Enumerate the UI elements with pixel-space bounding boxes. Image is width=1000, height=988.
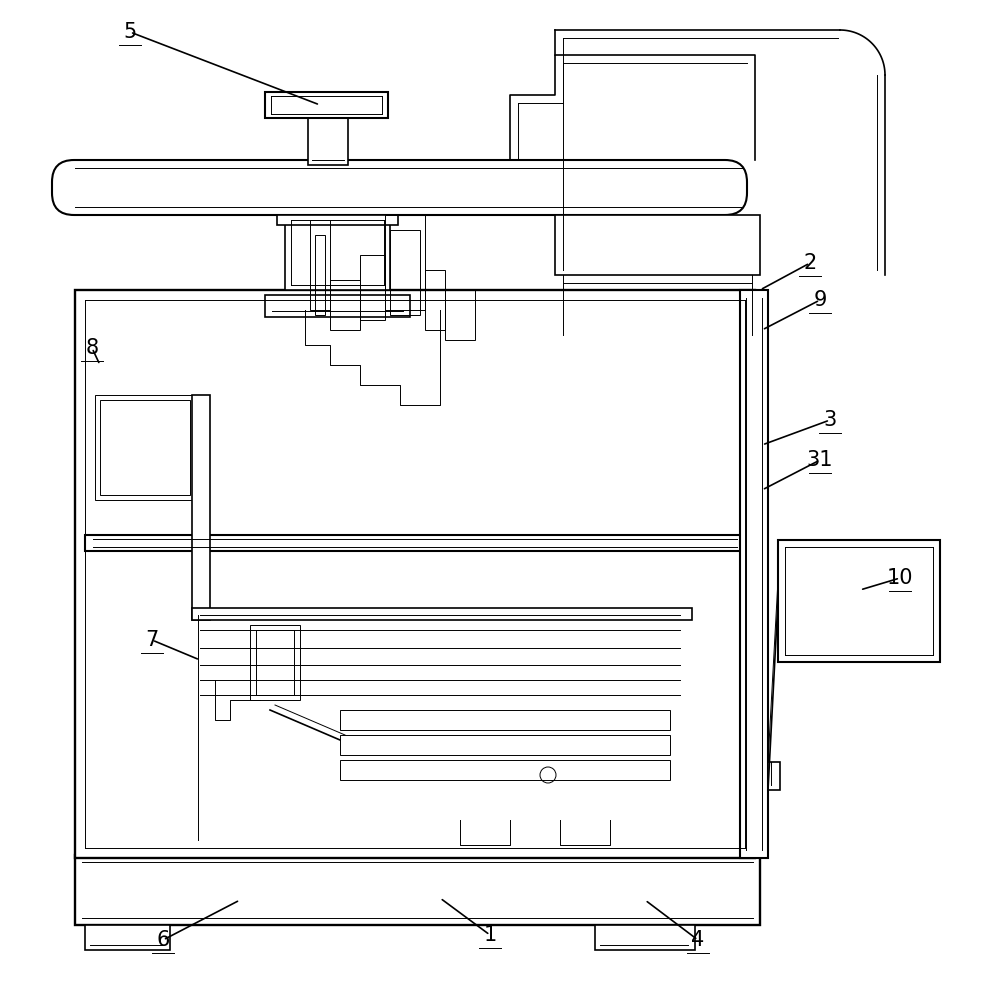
Bar [778, 540, 940, 662]
Bar [390, 230, 420, 315]
Text: 6: 6 [156, 930, 170, 950]
Text: 3: 3 [823, 410, 837, 430]
Bar [85, 535, 745, 551]
Bar [425, 270, 445, 330]
Bar [75, 290, 755, 858]
Bar [85, 925, 170, 950]
Text: 5: 5 [123, 22, 137, 42]
Bar [256, 630, 294, 695]
Text: 4: 4 [691, 930, 705, 950]
FancyBboxPatch shape [52, 160, 747, 215]
Bar [192, 608, 692, 620]
Bar [95, 395, 195, 500]
Bar [340, 760, 670, 780]
Text: 8: 8 [85, 338, 99, 358]
Bar [360, 255, 385, 320]
Bar [330, 280, 360, 330]
Text: 9: 9 [813, 290, 827, 310]
Bar [315, 235, 325, 315]
Bar [555, 215, 760, 275]
Bar [192, 395, 210, 620]
Bar [100, 400, 190, 495]
Text: 31: 31 [807, 450, 833, 470]
Bar [445, 290, 475, 340]
Bar [340, 735, 670, 755]
Text: 7: 7 [145, 630, 159, 650]
Bar [285, 215, 390, 290]
Text: 1: 1 [483, 925, 497, 945]
Text: 10: 10 [887, 568, 913, 588]
Bar [250, 625, 300, 700]
Bar [265, 92, 388, 118]
Bar [595, 925, 695, 950]
Text: 2: 2 [803, 253, 817, 273]
Bar [768, 762, 780, 790]
Bar [265, 295, 410, 317]
Bar [740, 290, 768, 858]
Bar [75, 855, 760, 925]
Bar [385, 215, 425, 310]
Bar [310, 220, 330, 310]
Bar [277, 215, 398, 225]
Bar [308, 115, 348, 165]
Bar [340, 710, 670, 730]
